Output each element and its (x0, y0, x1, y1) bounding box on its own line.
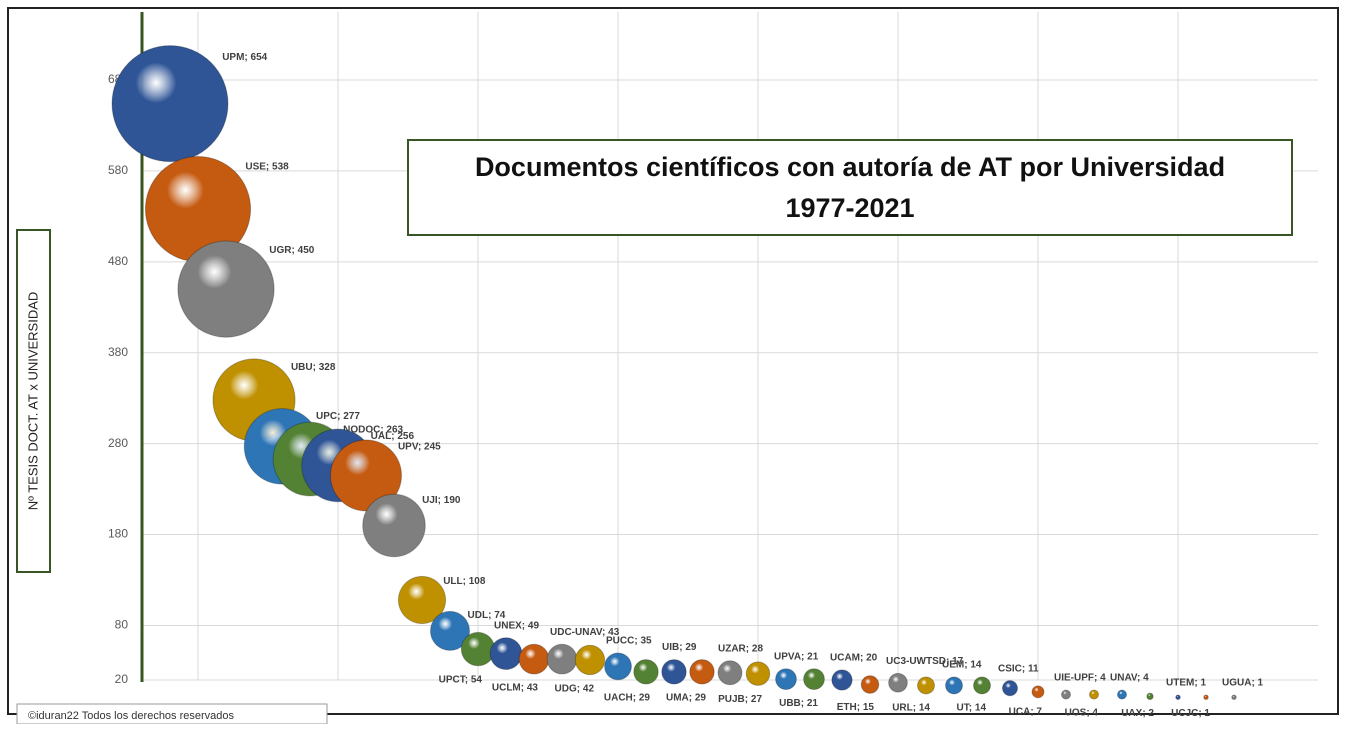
bubble (1031, 685, 1045, 699)
bubble (860, 675, 880, 694)
bubble (917, 676, 935, 695)
data-label: UGUA; 1 (1222, 678, 1264, 689)
data-label: UDG; 42 (555, 683, 595, 694)
bubble (775, 668, 797, 690)
data-label: UNAV; 4 (1110, 673, 1149, 684)
data-label: UDC-UNAV; 43 (550, 627, 620, 638)
y-label-box (16, 229, 51, 573)
data-label: UCAM; 20 (830, 652, 878, 663)
bubble (429, 610, 471, 651)
bubble (177, 240, 275, 338)
bubble (1001, 680, 1019, 697)
bubble (574, 644, 606, 676)
bubble (489, 637, 523, 671)
data-label: UIB; 29 (662, 642, 697, 653)
y-axis-title: Nº TESIS DOCT. AT x UNIVERSIDAD (25, 292, 40, 511)
data-label: UCLM; 43 (492, 683, 539, 694)
bubble (803, 668, 825, 690)
bubble (1116, 689, 1128, 700)
y-tick-label: 480 (108, 254, 128, 268)
data-label: UPVA; 21 (774, 651, 819, 662)
chart-subtitle: 1977-2021 (785, 193, 914, 223)
data-label: ULL; 108 (443, 576, 486, 587)
bubble (831, 669, 853, 691)
bubble (604, 652, 632, 681)
chart-border (7, 7, 1339, 715)
data-label: UT; 14 (957, 703, 987, 714)
y-tick-label: 180 (108, 527, 128, 541)
bubble (330, 439, 402, 512)
y-tick-label: 380 (108, 345, 128, 359)
bubble (945, 676, 963, 695)
data-label: UACH; 29 (604, 693, 651, 704)
bubble (362, 493, 426, 558)
data-label: URL; 14 (892, 703, 930, 714)
data-label: UNEX; 49 (494, 620, 539, 631)
bubble (546, 643, 578, 675)
data-label: UPCT; 54 (439, 674, 483, 685)
bubble (973, 676, 991, 695)
title-box (407, 139, 1293, 236)
data-label: UBU; 328 (291, 362, 336, 373)
y-tick-label: 20 (115, 672, 129, 686)
data-label: UMA; 29 (666, 693, 706, 704)
bubble (460, 631, 496, 667)
data-label: UIE-UPF; 4 (1054, 673, 1106, 684)
data-label: UPC; 277 (316, 411, 360, 422)
bubble (397, 575, 447, 625)
chart-title: Documentos científicos con autoría de AT… (475, 152, 1225, 182)
y-tick-label: 80 (115, 618, 129, 632)
data-label: CSIC; 11 (998, 663, 1039, 674)
data-label: UJI; 190 (422, 495, 461, 506)
data-label: UDL; 74 (468, 610, 506, 621)
bubble (888, 672, 908, 693)
data-label: UC3-UWTSD; 17 (886, 656, 964, 667)
bubble (1175, 694, 1181, 701)
bubble (1203, 694, 1209, 701)
data-label: UBB; 21 (779, 698, 818, 709)
data-label: UTEM; 1 (1166, 678, 1206, 689)
y-tick-label: 580 (108, 163, 128, 177)
data-label: UAX; 2 (1121, 708, 1154, 719)
bubble (1146, 692, 1154, 701)
data-label: UPV; 245 (398, 442, 441, 453)
bubble (661, 659, 687, 685)
bubble (633, 659, 659, 685)
bubble (111, 45, 229, 163)
bubble (1088, 689, 1100, 700)
bubble (717, 660, 743, 686)
data-label: UEM; 14 (942, 660, 982, 671)
bubble (518, 643, 550, 675)
data-label: UGR; 450 (269, 245, 314, 256)
data-label: NODOC; 263 (343, 424, 403, 435)
data-label: UAL; 256 (371, 431, 415, 442)
data-label: USE; 538 (245, 162, 289, 173)
data-label: UCJC; 1 (1171, 708, 1210, 719)
data-label: UPM; 654 (222, 52, 267, 63)
bubble (689, 659, 715, 685)
y-tick-label: 280 (108, 436, 128, 450)
data-label: UCA; 7 (1009, 706, 1043, 717)
bubble (745, 661, 771, 686)
data-label: UZAR; 28 (718, 643, 763, 654)
footer: ©iduran22 Todos los derechos reservados (28, 710, 235, 722)
data-label: PUCC; 35 (606, 636, 652, 647)
data-label: UOS; 4 (1065, 708, 1099, 719)
bubble (1060, 689, 1072, 700)
data-label: ETH; 15 (837, 702, 875, 713)
bubble (1231, 694, 1237, 701)
data-label: PUJB; 27 (718, 694, 762, 705)
